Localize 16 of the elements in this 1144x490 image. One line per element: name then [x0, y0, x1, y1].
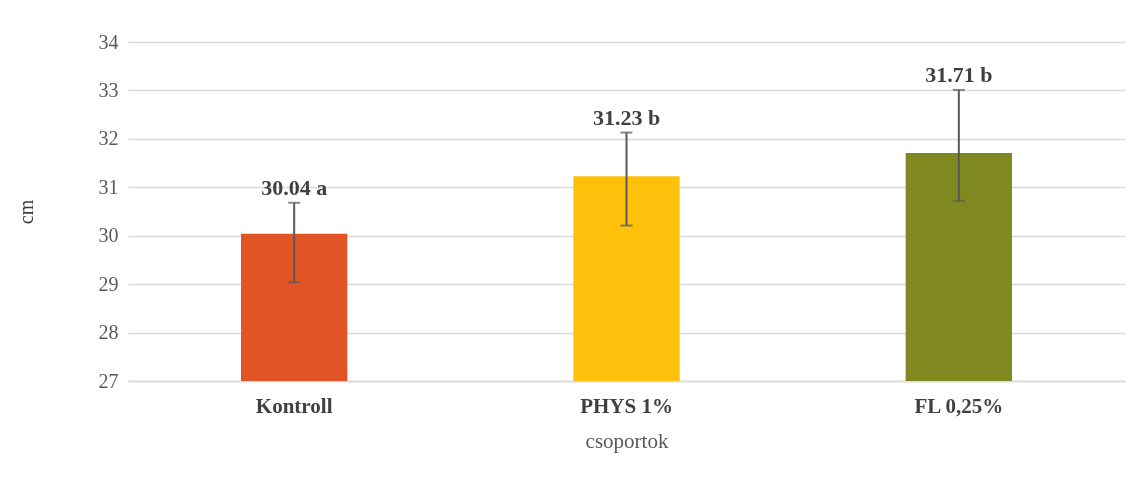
data-label: 31.23 b — [592, 104, 661, 130]
y-tick-label: 27 — [98, 369, 119, 392]
x-axis-title: csoportok — [585, 428, 669, 453]
x-tick-label: PHYS 1% — [580, 393, 673, 418]
y-axis-title: cm — [14, 199, 37, 225]
x-tick-label: Kontroll — [255, 393, 333, 418]
data-label: 30.04 a — [261, 174, 328, 200]
x-tick-label: FL 0,25% — [914, 393, 1004, 418]
y-tick-label: 31 — [98, 175, 119, 198]
y-tick-label: 28 — [98, 321, 119, 344]
y-tick-label: 32 — [98, 127, 119, 150]
data-label: 31.71 b — [925, 61, 993, 87]
y-tick-label: 29 — [98, 272, 119, 295]
y-tick-label: 30 — [98, 224, 119, 247]
y-tick-label: 34 — [98, 30, 119, 53]
y-tick-label: 33 — [98, 78, 119, 101]
